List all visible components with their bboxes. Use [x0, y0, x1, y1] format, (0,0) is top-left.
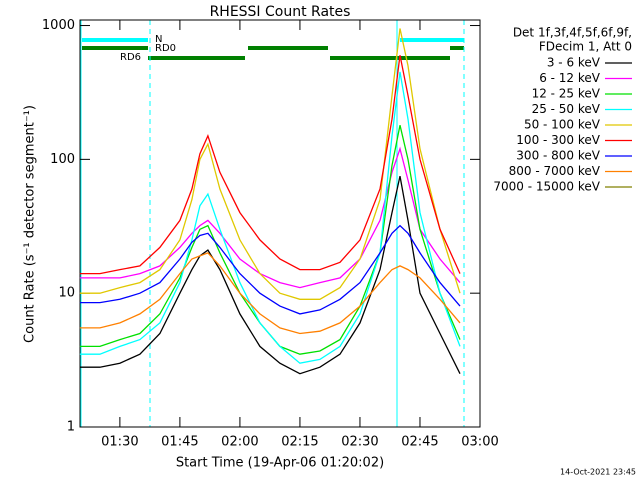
plot-frame [79, 19, 481, 428]
series-line [79, 252, 461, 335]
legend-label: 7000 - 15000 keV [493, 180, 600, 194]
legend-label: 300 - 800 keV [516, 149, 600, 163]
legend-label: 6 - 12 keV [539, 71, 601, 85]
series-line [79, 146, 461, 289]
x-tick-label: 02:15 [281, 435, 318, 450]
x-tick-label: 01:45 [161, 435, 198, 450]
legend-header: Det 1f,3f,4f,5f,6f,9f, [513, 26, 632, 40]
annotation: N [155, 34, 162, 45]
y-axis-label: Count Rate (s⁻¹ detector segment⁻¹) [23, 105, 38, 343]
x-axis-label: Start Time (19-Apr-06 01:20:02) [176, 456, 384, 471]
series-line [79, 55, 461, 275]
x-tick-label: 02:00 [221, 435, 258, 450]
y-tick-label: 1 [67, 420, 75, 435]
footer: 14-Oct-2021 23:45 [560, 468, 636, 477]
legend-label: 3 - 6 keV [547, 56, 601, 70]
y-tick-label: 10 [58, 286, 75, 301]
series-line [79, 224, 461, 315]
legend-label: 50 - 100 keV [524, 118, 601, 132]
instrument-bars [82, 38, 464, 60]
annotation: RD6 [120, 52, 141, 63]
x-tick-label: 02:30 [341, 435, 378, 450]
legend-label: 12 - 25 keV [532, 87, 601, 101]
legend-label: 800 - 7000 keV [509, 164, 601, 178]
x-tick-label: 03:00 [461, 435, 498, 450]
flag-lines [80, 20, 465, 427]
legend-label: 25 - 50 keV [532, 102, 601, 116]
chart-title: RHESSI Count Rates [210, 4, 351, 20]
y-tick-label: 1000 [42, 18, 75, 33]
x-tick-label: 02:45 [401, 435, 438, 450]
legend-label: 100 - 300 keV [516, 133, 600, 147]
x-tick-label: 01:30 [101, 435, 138, 450]
annotation: RD0 [155, 43, 176, 54]
legend-header: FDecim 1, Att 0 [539, 40, 632, 54]
series-line [79, 28, 461, 300]
y-tick-label: 100 [50, 152, 75, 167]
series-line [79, 175, 461, 375]
series-line [79, 71, 461, 364]
